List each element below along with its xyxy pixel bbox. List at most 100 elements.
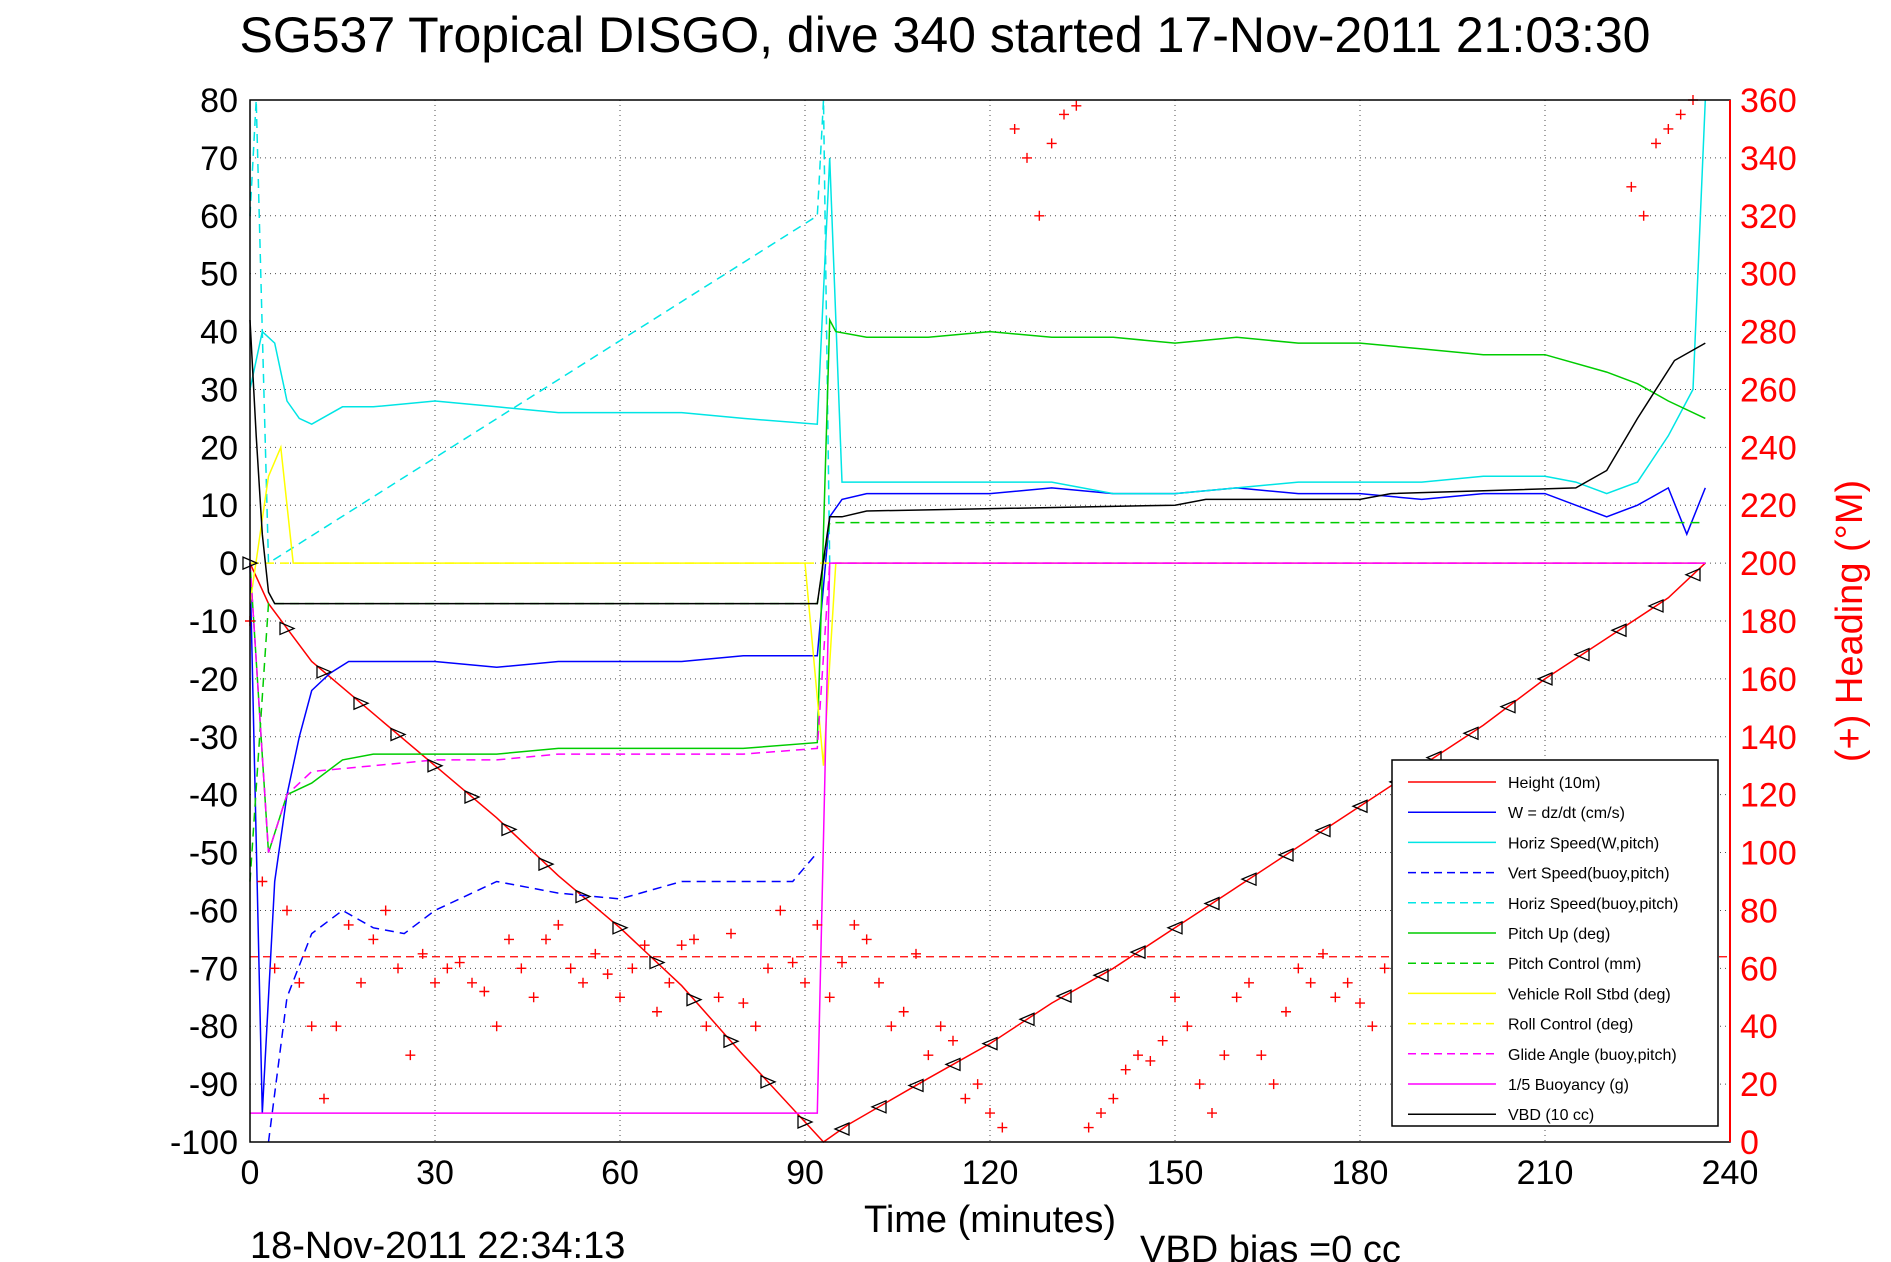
legend-box [1391, 759, 1719, 1127]
heading-marker [331, 1021, 342, 1032]
y-right-tick-label: 160 [1740, 661, 1797, 699]
y-tick-label: -100 [170, 1124, 238, 1162]
series-line-2 [249, 99, 1707, 495]
heading-marker [763, 963, 773, 974]
x-tick-label: 60 [601, 1154, 639, 1192]
heading-marker [257, 876, 268, 887]
heading-marker [824, 992, 835, 1003]
heading-marker [504, 934, 514, 945]
heading-marker [787, 957, 798, 968]
x-tick-label: 90 [786, 1154, 824, 1192]
dive-triangle-marker [316, 664, 333, 679]
heading-marker [1281, 1006, 1291, 1017]
heading-marker [886, 1021, 897, 1032]
dive-triangle-marker [1203, 896, 1220, 911]
y-right-tick-label: 200 [1740, 545, 1797, 583]
heading-marker [1096, 1108, 1106, 1119]
dive-triangle-marker [1647, 598, 1664, 613]
y-tick-label: -30 [189, 719, 238, 757]
heading-marker [1330, 992, 1341, 1003]
dive-triangle-marker [538, 857, 555, 872]
dive-triangle-marker [649, 955, 666, 970]
heading-marker [1318, 948, 1328, 959]
heading-marker [417, 948, 428, 959]
heading-marker [1651, 138, 1661, 149]
dive-triangle-marker [464, 789, 481, 804]
dive-triangle-marker [1314, 823, 1331, 838]
x-tick-label: 0 [241, 1154, 260, 1192]
heading-marker [380, 905, 391, 916]
series-line-9 [249, 562, 1706, 853]
dive-triangle-marker [981, 1036, 998, 1051]
series-line-10 [250, 562, 1706, 1114]
heading-marker [676, 940, 687, 951]
heading-marker [1256, 1050, 1267, 1061]
dive-triangle-marker [1129, 945, 1146, 960]
y-tick-label: 60 [200, 198, 238, 236]
heading-marker [1367, 1021, 1378, 1032]
legend: Height (10m) W = dz/dt (cm/s) Horiz Speed(… [1391, 759, 1719, 1127]
x-tick-label: 30 [416, 1154, 454, 1192]
heading-marker [306, 1021, 317, 1032]
heading-marker [689, 934, 699, 945]
heading-marker [430, 977, 440, 988]
y-right-tick-label: 180 [1740, 603, 1797, 641]
dive-triangle-marker [1351, 799, 1368, 814]
heading-marker [1194, 1079, 1205, 1090]
heading-marker [985, 1108, 995, 1119]
legend-label: 1/5 Buoyancy (g) [1508, 1077, 1629, 1094]
heading-marker [1182, 1021, 1193, 1032]
heading-marker [1305, 977, 1316, 988]
dive-triangle-marker [944, 1057, 961, 1072]
x-tick-label: 150 [1147, 1154, 1204, 1192]
legend-label: Vehicle Roll Stbd (deg) [1508, 986, 1671, 1003]
heading-marker [565, 963, 576, 974]
heading-marker [639, 940, 650, 951]
heading-marker [282, 905, 292, 916]
dive-triangle-marker [1610, 623, 1627, 638]
heading-marker [1083, 1122, 1094, 1133]
legend-label: Pitch Up (deg) [1508, 926, 1610, 943]
y-right-tick-label: 280 [1740, 314, 1797, 352]
y-tick-label: 10 [200, 487, 238, 525]
heading-marker [652, 1006, 662, 1017]
heading-marker [627, 963, 638, 974]
plot-area [242, 95, 1731, 1143]
legend-label: Vert Speed(buoy,pitch) [1508, 866, 1670, 883]
heading-marker [1157, 1035, 1168, 1046]
y-tick-label: -80 [189, 1008, 238, 1046]
y-right-tick-label: 140 [1740, 719, 1797, 757]
dive-triangle-marker [390, 727, 407, 742]
heading-marker [1120, 1064, 1131, 1075]
y-right-tick-label: 60 [1740, 950, 1778, 988]
heading-marker [1355, 998, 1365, 1009]
y-tick-label: 20 [200, 429, 238, 467]
heading-marker [664, 977, 675, 988]
heading-marker [997, 1122, 1008, 1133]
dive-triangle-marker [612, 920, 629, 935]
y-right-tick-label: 100 [1740, 835, 1797, 873]
heading-marker [1133, 1050, 1143, 1061]
heading-marker [602, 969, 613, 980]
x-tick-label: 120 [962, 1154, 1019, 1192]
y-right-tick-label: 240 [1740, 429, 1797, 467]
legend-label: W = dz/dt (cm/s) [1508, 805, 1625, 822]
heading-marker [393, 963, 403, 974]
heading-marker [1022, 152, 1032, 163]
y-tick-label: -20 [189, 661, 238, 699]
x-tick-label: 210 [1517, 1154, 1574, 1192]
x-tick-label: 180 [1332, 1154, 1389, 1192]
heading-marker [1145, 1055, 1156, 1066]
y-tick-label: -90 [189, 1066, 238, 1104]
heading-marker [467, 977, 477, 988]
legend-label: Horiz Speed(buoy,pitch) [1508, 896, 1678, 913]
heading-marker [1675, 109, 1686, 120]
heading-marker [1009, 123, 1020, 134]
heading-marker [1244, 977, 1254, 988]
y-right-tick-label: 80 [1740, 892, 1778, 930]
heading-marker [1638, 210, 1649, 221]
y-tick-label: 40 [200, 314, 238, 352]
dive-triangle-marker [907, 1078, 924, 1093]
dive-triangle-marker [501, 822, 518, 837]
heading-marker [319, 1093, 329, 1104]
